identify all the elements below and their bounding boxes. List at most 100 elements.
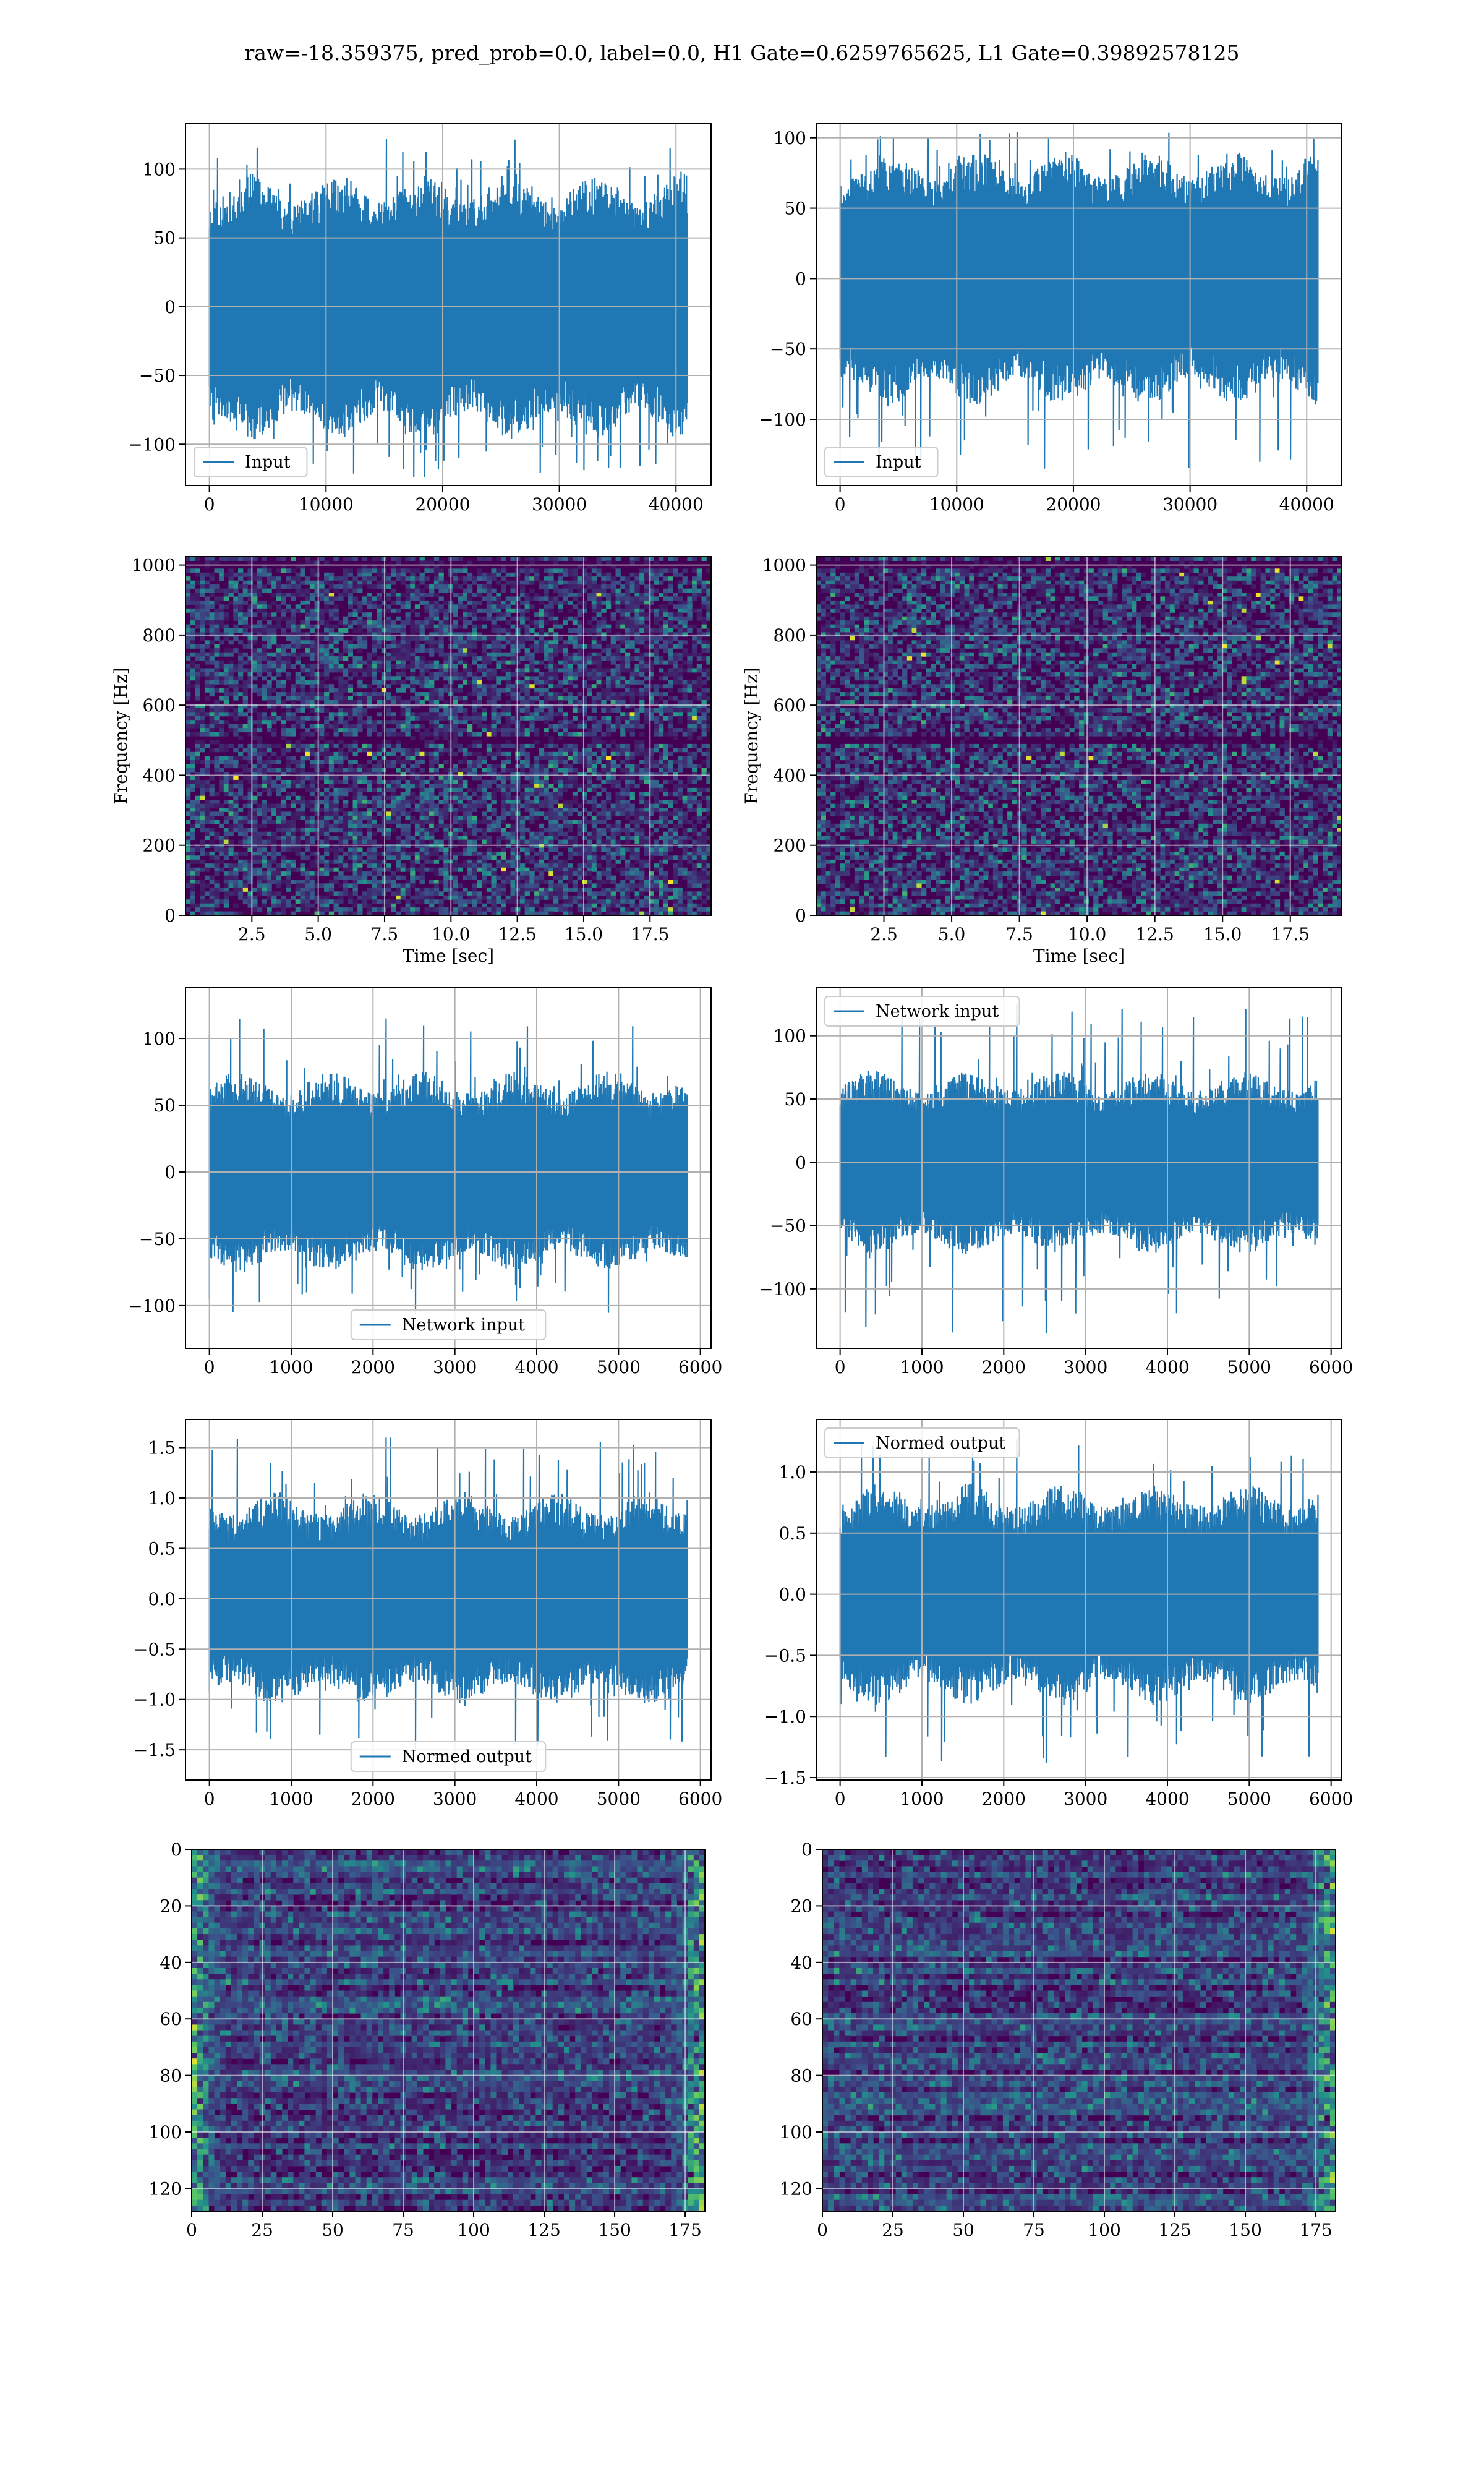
h1-normed-output-plot-area bbox=[208, 1437, 688, 1750]
l1-input-ytick-label: 0 bbox=[795, 268, 806, 289]
h1-normed-output-series-line bbox=[208, 1437, 688, 1750]
l1-feature-map-background bbox=[822, 1849, 1336, 2211]
l1-network-input-plot-area bbox=[839, 1004, 1319, 1333]
h1-network-input-ytick-label: 50 bbox=[153, 1095, 176, 1116]
h1-normed-output-xtick-label: 3000 bbox=[433, 1789, 477, 1809]
h1-feature-map-axes: 0 25 50 75 100 125 150 175 0 20 40 60 80 100 120 bbox=[149, 1839, 702, 2240]
h1-feature-map-xtick-label: 75 bbox=[392, 2220, 414, 2240]
h1-input-legend-label: Input bbox=[245, 453, 291, 472]
l1-input-xtick-label: 40000 bbox=[1279, 494, 1334, 515]
l1-network-input-ytick-label: 50 bbox=[784, 1089, 806, 1110]
l1-normed-output-xtick-label: 5000 bbox=[1227, 1789, 1271, 1809]
h1-normed-output-xtick-label: 6000 bbox=[678, 1789, 722, 1809]
h1-spectrogram-xtick-label: 10.0 bbox=[432, 924, 470, 944]
h1-feature-map-ytick-label: 60 bbox=[160, 2009, 182, 2029]
h1-feature-map-xtick-label: 125 bbox=[527, 2220, 560, 2240]
h1-feature-map-frame bbox=[191, 1849, 706, 2212]
h1-spectrogram-plot-area bbox=[186, 557, 711, 915]
h1-spectrogram-ytick-label: 400 bbox=[143, 765, 176, 785]
l1-network-input-legend-box bbox=[824, 996, 1020, 1027]
l1-network-input-legend: Network input bbox=[824, 996, 1020, 1027]
l1-spectrogram-xtick-label: 15.0 bbox=[1203, 924, 1242, 944]
l1-normed-output-series-line bbox=[839, 1439, 1319, 1763]
l1-spectrogram-xtick-label: 7.5 bbox=[1005, 924, 1033, 944]
h1-spectrogram-ytick-label: 0 bbox=[164, 905, 176, 926]
h1-spectrogram-background bbox=[186, 557, 711, 915]
h1-spectrogram-ytick-label: 800 bbox=[143, 625, 176, 646]
h1-spectrogram-xtick-label: 2.5 bbox=[238, 924, 266, 944]
l1-normed-output-ytick-label: −1.0 bbox=[764, 1706, 806, 1727]
h1-network-input-xtick-label: 1000 bbox=[269, 1357, 313, 1377]
l1-normed-output-ytick-label: 0.0 bbox=[778, 1585, 806, 1605]
h1-normed-output-ytick-label: −1.0 bbox=[134, 1690, 176, 1710]
h1-spectrogram-ytick-label: 200 bbox=[143, 836, 176, 856]
h1-network-input-legend: Network input bbox=[350, 1309, 547, 1340]
h1-normed-output-xtick-label: 5000 bbox=[597, 1789, 641, 1809]
h1-input-ytick-label: −50 bbox=[139, 366, 176, 386]
h1-network-input-legend-box bbox=[350, 1309, 547, 1340]
h1-spectrogram-ylabel: Frequency [Hz] bbox=[111, 667, 131, 804]
h1-network-input-ytick-label: −100 bbox=[128, 1296, 176, 1316]
l1-feature-map-ytick-label: 100 bbox=[780, 2122, 812, 2142]
l1-network-input-xtick-label: 1000 bbox=[900, 1357, 944, 1377]
h1-spectrogram-xtick-label: 12.5 bbox=[498, 924, 536, 944]
h1-spectrogram-xtick-label: 5.0 bbox=[304, 924, 332, 944]
l1-input-ytick-label: −50 bbox=[770, 339, 806, 359]
h1-input-series-line bbox=[208, 139, 688, 477]
h1-network-input-xtick-label: 6000 bbox=[678, 1357, 722, 1377]
h1-feature-map-xtick-label: 25 bbox=[251, 2220, 273, 2240]
h1-spectrogram-cells bbox=[186, 557, 711, 915]
h1-input-legend-box bbox=[194, 447, 308, 477]
h1-network-input-xtick-label: 4000 bbox=[514, 1357, 558, 1377]
l1-spectrogram-xtick-label: 5.0 bbox=[938, 924, 966, 944]
l1-normed-output-ytick-label: −0.5 bbox=[764, 1645, 806, 1666]
h1-feature-map-ytick-label: 120 bbox=[149, 2178, 182, 2199]
l1-input-xtick-label: 0 bbox=[835, 494, 846, 515]
l1-network-input-xtick-label: 2000 bbox=[982, 1357, 1026, 1377]
l1-network-input-xtick-label: 6000 bbox=[1309, 1357, 1353, 1377]
l1-input-frame bbox=[816, 123, 1342, 486]
h1-input-ytick-label: 0 bbox=[164, 297, 176, 317]
h1-input-xtick-label: 10000 bbox=[299, 494, 354, 515]
l1-network-input-ytick-label: −100 bbox=[759, 1279, 806, 1299]
h1-input-xtick-label: 0 bbox=[204, 494, 215, 515]
h1-network-input-ytick-label: −50 bbox=[139, 1229, 176, 1249]
h1-normed-output-ytick-label: 1.5 bbox=[148, 1438, 176, 1458]
l1-network-input-xtick-label: 5000 bbox=[1227, 1357, 1271, 1377]
l1-input-xtick-label: 10000 bbox=[929, 494, 984, 515]
h1-normed-output-xtick-label: 2000 bbox=[351, 1789, 395, 1809]
h1-network-input-legend-label: Network input bbox=[402, 1316, 525, 1335]
l1-spectrogram-xtick-label: 17.5 bbox=[1271, 924, 1310, 944]
l1-feature-map-plot-area bbox=[822, 1849, 1336, 2211]
h1-feature-map-xtick-label: 50 bbox=[322, 2220, 344, 2240]
l1-spectrogram-xtick-label: 10.0 bbox=[1068, 924, 1106, 944]
l1-network-input-ytick-label: 0 bbox=[795, 1152, 806, 1173]
h1-input-axes: 0 10000 20000 30000 40000 −100 −50 0 50 100 bbox=[128, 159, 704, 515]
l1-normed-output-legend-label: Normed output bbox=[876, 1434, 1005, 1453]
h1-feature-map-ytick-label: 80 bbox=[160, 2066, 182, 2086]
h1-spectrogram-grid bbox=[186, 557, 711, 916]
h1-input-xtick-label: 30000 bbox=[532, 494, 587, 515]
l1-spectrogram-xtick-label: 12.5 bbox=[1136, 924, 1174, 944]
h1-normed-output-xtick-label: 1000 bbox=[269, 1789, 313, 1809]
h1-network-input-plot-area bbox=[208, 1018, 688, 1314]
h1-spectrogram-xtick-label: 7.5 bbox=[371, 924, 399, 944]
l1-normed-output-frame bbox=[816, 1419, 1342, 1781]
h1-network-input-grid bbox=[186, 988, 711, 1348]
l1-spectrogram-ytick-label: 200 bbox=[774, 836, 806, 856]
h1-feature-map-xtick-label: 175 bbox=[668, 2220, 701, 2240]
h1-feature-map-xtick-label: 150 bbox=[598, 2220, 631, 2240]
l1-normed-output-ytick-label: 1.0 bbox=[778, 1462, 806, 1483]
h1-feature-map-ytick-label: 40 bbox=[160, 1953, 182, 1973]
l1-input-legend-label: Input bbox=[876, 453, 921, 472]
l1-feature-map-xtick-label: 125 bbox=[1158, 2220, 1191, 2240]
l1-network-input-ytick-label: −50 bbox=[770, 1216, 806, 1236]
h1-normed-output-grid bbox=[186, 1419, 711, 1780]
l1-input-axes: 0 10000 20000 30000 40000 −100 −50 0 50 100 bbox=[759, 128, 1334, 515]
l1-network-input-grid bbox=[816, 988, 1342, 1348]
l1-normed-output-xtick-label: 1000 bbox=[900, 1789, 944, 1809]
